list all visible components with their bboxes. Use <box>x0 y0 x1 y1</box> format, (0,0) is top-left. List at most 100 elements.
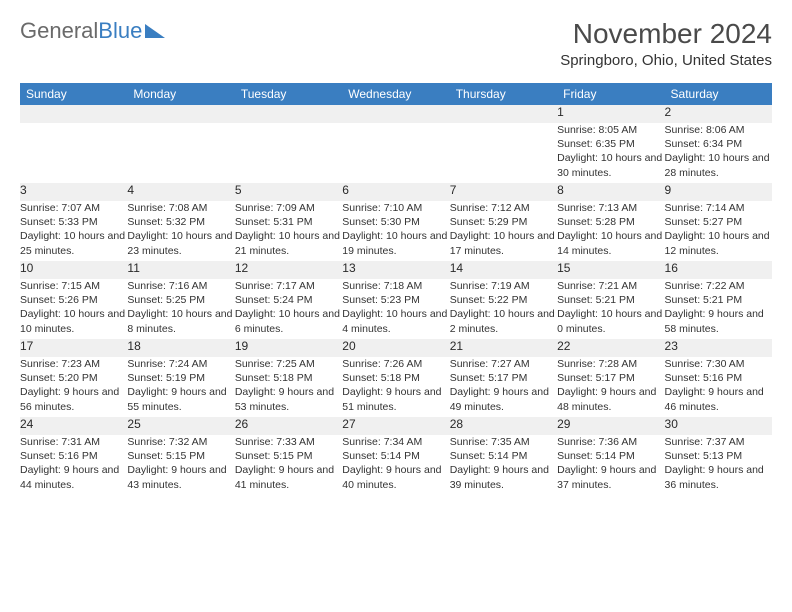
day-header: Monday <box>127 83 234 105</box>
day-body-cell: Sunrise: 7:14 AMSunset: 5:27 PMDaylight:… <box>665 201 772 261</box>
daylight-text: Daylight: 10 hours and 28 minutes. <box>665 151 772 179</box>
day-header: Tuesday <box>235 83 342 105</box>
day-body-cell: Sunrise: 7:36 AMSunset: 5:14 PMDaylight:… <box>557 435 664 495</box>
daylight-text: Daylight: 10 hours and 30 minutes. <box>557 151 664 179</box>
sunrise-text: Sunrise: 7:13 AM <box>557 201 664 215</box>
sunrise-text: Sunrise: 7:28 AM <box>557 357 664 371</box>
day-number-row: 10111213141516 <box>20 261 772 279</box>
calendar-table: Sunday Monday Tuesday Wednesday Thursday… <box>20 83 772 495</box>
day-body-cell <box>450 123 557 183</box>
day-number-cell: 28 <box>450 417 557 435</box>
day-header-row: Sunday Monday Tuesday Wednesday Thursday… <box>20 83 772 105</box>
sunset-text: Sunset: 5:32 PM <box>127 215 234 229</box>
sunset-text: Sunset: 5:31 PM <box>235 215 342 229</box>
sunset-text: Sunset: 5:18 PM <box>235 371 342 385</box>
day-body-cell: Sunrise: 7:21 AMSunset: 5:21 PMDaylight:… <box>557 279 664 339</box>
day-body-cell: Sunrise: 7:23 AMSunset: 5:20 PMDaylight:… <box>20 357 127 417</box>
day-header: Wednesday <box>342 83 449 105</box>
calendar-body: 12 Sunrise: 8:05 AMSunset: 6:35 PMDayligh… <box>20 105 772 495</box>
day-number-cell: 17 <box>20 339 127 357</box>
sunset-text: Sunset: 5:29 PM <box>450 215 557 229</box>
sunset-text: Sunset: 5:17 PM <box>450 371 557 385</box>
sunset-text: Sunset: 6:34 PM <box>665 137 772 151</box>
sunrise-text: Sunrise: 7:37 AM <box>665 435 772 449</box>
daylight-text: Daylight: 9 hours and 58 minutes. <box>665 307 772 335</box>
day-number-cell: 24 <box>20 417 127 435</box>
day-number-row: 3456789 <box>20 183 772 201</box>
sunrise-text: Sunrise: 7:18 AM <box>342 279 449 293</box>
sunset-text: Sunset: 5:21 PM <box>557 293 664 307</box>
daylight-text: Daylight: 9 hours and 46 minutes. <box>665 385 772 413</box>
day-number-cell: 13 <box>342 261 449 279</box>
sunrise-text: Sunrise: 7:30 AM <box>665 357 772 371</box>
day-body-cell: Sunrise: 7:19 AMSunset: 5:22 PMDaylight:… <box>450 279 557 339</box>
day-number-cell: 12 <box>235 261 342 279</box>
day-number-cell: 27 <box>342 417 449 435</box>
sunset-text: Sunset: 5:22 PM <box>450 293 557 307</box>
daylight-text: Daylight: 9 hours and 48 minutes. <box>557 385 664 413</box>
sunset-text: Sunset: 5:23 PM <box>342 293 449 307</box>
daylight-text: Daylight: 10 hours and 0 minutes. <box>557 307 664 335</box>
daylight-text: Daylight: 9 hours and 36 minutes. <box>665 463 772 491</box>
sunset-text: Sunset: 5:21 PM <box>665 293 772 307</box>
day-number-cell: 5 <box>235 183 342 201</box>
day-number-cell: 23 <box>665 339 772 357</box>
sunrise-text: Sunrise: 7:26 AM <box>342 357 449 371</box>
day-body-cell: Sunrise: 7:12 AMSunset: 5:29 PMDaylight:… <box>450 201 557 261</box>
day-body-cell: Sunrise: 7:25 AMSunset: 5:18 PMDaylight:… <box>235 357 342 417</box>
daylight-text: Daylight: 9 hours and 41 minutes. <box>235 463 342 491</box>
day-body-cell: Sunrise: 7:34 AMSunset: 5:14 PMDaylight:… <box>342 435 449 495</box>
daylight-text: Daylight: 9 hours and 55 minutes. <box>127 385 234 413</box>
day-number-cell: 20 <box>342 339 449 357</box>
day-body-cell: Sunrise: 7:32 AMSunset: 5:15 PMDaylight:… <box>127 435 234 495</box>
day-body-cell <box>342 123 449 183</box>
day-body-row: Sunrise: 7:23 AMSunset: 5:20 PMDaylight:… <box>20 357 772 417</box>
day-number-cell <box>235 105 342 123</box>
daylight-text: Daylight: 9 hours and 39 minutes. <box>450 463 557 491</box>
sunrise-text: Sunrise: 7:31 AM <box>20 435 127 449</box>
day-body-cell: Sunrise: 7:09 AMSunset: 5:31 PMDaylight:… <box>235 201 342 261</box>
sunset-text: Sunset: 6:35 PM <box>557 137 664 151</box>
sunrise-text: Sunrise: 7:34 AM <box>342 435 449 449</box>
day-number-cell: 30 <box>665 417 772 435</box>
header: GeneralBlue November 2024 Springboro, Oh… <box>20 18 772 69</box>
day-body-cell: Sunrise: 7:22 AMSunset: 5:21 PMDaylight:… <box>665 279 772 339</box>
daylight-text: Daylight: 9 hours and 53 minutes. <box>235 385 342 413</box>
daylight-text: Daylight: 9 hours and 44 minutes. <box>20 463 127 491</box>
daylight-text: Daylight: 10 hours and 23 minutes. <box>127 229 234 257</box>
daylight-text: Daylight: 9 hours and 51 minutes. <box>342 385 449 413</box>
day-body-cell: Sunrise: 8:05 AMSunset: 6:35 PMDaylight:… <box>557 123 664 183</box>
sunrise-text: Sunrise: 7:15 AM <box>20 279 127 293</box>
logo-text-2: Blue <box>98 18 142 44</box>
daylight-text: Daylight: 10 hours and 2 minutes. <box>450 307 557 335</box>
sunset-text: Sunset: 5:13 PM <box>665 449 772 463</box>
sunrise-text: Sunrise: 7:08 AM <box>127 201 234 215</box>
sunrise-text: Sunrise: 7:12 AM <box>450 201 557 215</box>
daylight-text: Daylight: 10 hours and 4 minutes. <box>342 307 449 335</box>
sunset-text: Sunset: 5:18 PM <box>342 371 449 385</box>
day-body-cell: Sunrise: 7:24 AMSunset: 5:19 PMDaylight:… <box>127 357 234 417</box>
sunset-text: Sunset: 5:14 PM <box>342 449 449 463</box>
day-body-row: Sunrise: 7:15 AMSunset: 5:26 PMDaylight:… <box>20 279 772 339</box>
day-body-cell <box>127 123 234 183</box>
sunrise-text: Sunrise: 7:36 AM <box>557 435 664 449</box>
daylight-text: Daylight: 9 hours and 43 minutes. <box>127 463 234 491</box>
sunrise-text: Sunrise: 7:33 AM <box>235 435 342 449</box>
daylight-text: Daylight: 9 hours and 37 minutes. <box>557 463 664 491</box>
daylight-text: Daylight: 10 hours and 21 minutes. <box>235 229 342 257</box>
sunset-text: Sunset: 5:15 PM <box>127 449 234 463</box>
sunrise-text: Sunrise: 7:23 AM <box>20 357 127 371</box>
sunset-text: Sunset: 5:24 PM <box>235 293 342 307</box>
sunset-text: Sunset: 5:14 PM <box>557 449 664 463</box>
sunset-text: Sunset: 5:25 PM <box>127 293 234 307</box>
day-number-cell: 19 <box>235 339 342 357</box>
sunrise-text: Sunrise: 7:09 AM <box>235 201 342 215</box>
day-body-cell <box>20 123 127 183</box>
sunset-text: Sunset: 5:28 PM <box>557 215 664 229</box>
daylight-text: Daylight: 9 hours and 49 minutes. <box>450 385 557 413</box>
day-number-cell: 15 <box>557 261 664 279</box>
day-header: Saturday <box>665 83 772 105</box>
sunset-text: Sunset: 5:19 PM <box>127 371 234 385</box>
daylight-text: Daylight: 10 hours and 17 minutes. <box>450 229 557 257</box>
day-body-cell: Sunrise: 7:31 AMSunset: 5:16 PMDaylight:… <box>20 435 127 495</box>
